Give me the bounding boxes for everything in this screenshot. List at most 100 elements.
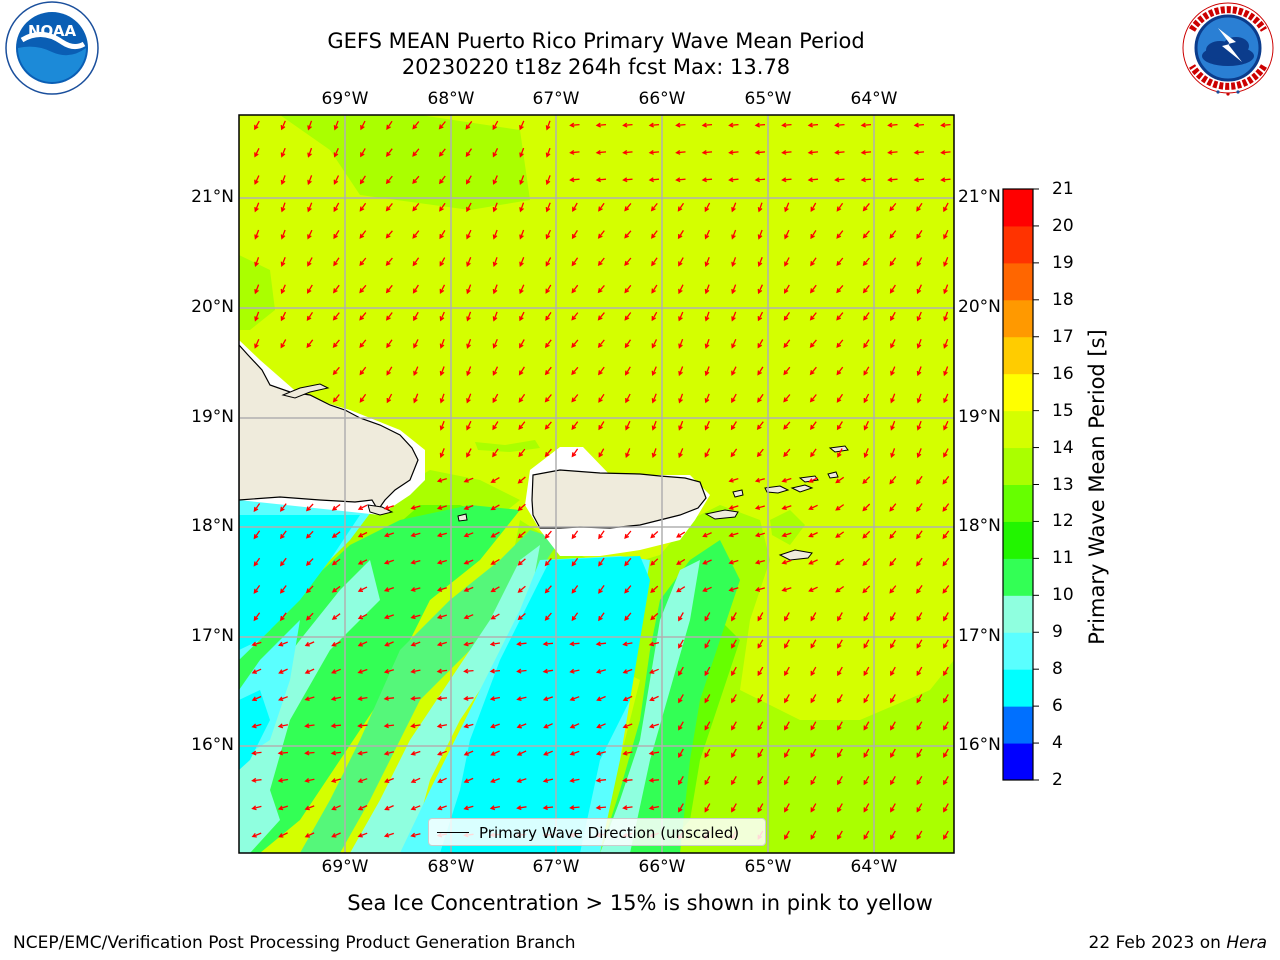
wave-vector-arrow: [863, 393, 870, 404]
wave-vector-arrow: [860, 122, 872, 128]
wave-vector-arrow: [492, 311, 498, 322]
wave-vector-arrow: [359, 202, 367, 212]
wave-vector-arrow: [651, 311, 658, 322]
wave-vector-arrow: [622, 777, 633, 783]
wave-vector-arrow: [597, 284, 605, 294]
noaa-logo-text: NOAA: [28, 22, 77, 40]
wave-vector-arrow: [650, 558, 659, 566]
wave-vector-arrow: [359, 393, 367, 403]
wave-vector-arrow: [809, 312, 817, 321]
wave-vector-arrow: [251, 750, 262, 756]
wave-vector-arrow: [463, 504, 474, 510]
wave-vector-arrow: [863, 775, 870, 786]
wave-vector-arrow: [305, 612, 314, 621]
wave-vector-arrow: [332, 312, 340, 321]
wave-vector-arrow: [622, 177, 633, 183]
lon-label-bottom: 65°W: [744, 857, 792, 877]
legend-line-sample: [437, 832, 469, 833]
wave-vector-arrow: [704, 721, 711, 731]
wave-vector-arrow: [784, 229, 790, 240]
wave-vector-arrow: [492, 229, 498, 240]
wave-vector-arrow: [384, 641, 394, 647]
wave-vector-arrow: [516, 696, 527, 702]
wave-vector-arrow: [545, 312, 552, 321]
wave-vector-arrow: [357, 613, 368, 620]
wave-vector-arrow: [678, 284, 684, 295]
wave-vector-arrow: [863, 639, 870, 649]
wave-vector-arrow: [862, 257, 870, 267]
wave-vector-arrow: [704, 420, 710, 431]
wave-vector-arrow: [438, 175, 446, 185]
wave-vector-arrow: [569, 149, 580, 155]
wave-vector-arrow: [359, 366, 367, 376]
wave-vector-arrow: [731, 284, 737, 295]
wave-vector-arrow: [436, 668, 448, 674]
wave-vector-arrow: [783, 312, 791, 321]
wave-vector-arrow: [410, 614, 421, 620]
wave-vector-arrow: [678, 366, 684, 377]
wave-vector-arrow: [598, 448, 605, 458]
colorbar-tick-label: 10: [1052, 585, 1074, 606]
wave-vector-arrow: [598, 393, 605, 403]
wave-vector-arrow: [810, 257, 817, 267]
wave-vector-arrow: [731, 229, 737, 240]
wave-vector-arrow: [916, 557, 923, 567]
wave-vector-arrow: [704, 257, 710, 267]
lat-label-left: 17°N: [191, 626, 234, 646]
wave-vector-arrow: [889, 585, 897, 594]
wave-vector-arrow: [492, 284, 498, 295]
wave-vector-arrow: [332, 284, 340, 294]
colorbar-tick-label: 11: [1052, 548, 1074, 569]
wave-vector-arrow: [359, 339, 367, 348]
footer-organization: NCEP/EMC/Verification Post Processing Pr…: [13, 933, 576, 953]
wave-vector-arrow: [492, 175, 498, 185]
wave-vector-arrow: [597, 366, 605, 376]
wave-vector-arrow: [890, 393, 896, 404]
wave-vector-arrow: [889, 530, 897, 540]
wave-vector-arrow: [916, 230, 923, 240]
wave-vector-arrow: [359, 230, 367, 239]
wave-vector-arrow: [675, 177, 686, 183]
wave-vector-arrow: [490, 750, 500, 756]
wave-vector-arrow: [783, 339, 791, 349]
colorbar-band: [1003, 484, 1033, 522]
wave-vector-arrow: [808, 477, 818, 483]
wave-vector-arrow: [757, 393, 764, 403]
colorbar-band: [1003, 521, 1033, 559]
wave-vector-arrow: [598, 421, 605, 431]
wave-vector-arrow: [890, 694, 896, 704]
wave-vector-arrow: [383, 723, 395, 729]
wave-vector-arrow: [412, 284, 419, 294]
wave-vector-arrow: [784, 775, 790, 786]
wave-vector-arrow: [490, 586, 500, 593]
wave-vector-arrow: [943, 639, 949, 649]
wave-vector-arrow: [728, 587, 739, 592]
wave-vector-arrow: [571, 312, 579, 321]
wave-vector-arrow: [728, 122, 739, 128]
wave-vector-arrow: [757, 284, 763, 295]
wave-vector-arrow: [410, 587, 421, 592]
wave-vector-arrow: [781, 532, 792, 538]
wave-vector-arrow: [677, 230, 684, 240]
wave-vector-arrow: [784, 202, 790, 213]
wave-vector-arrow: [306, 339, 314, 349]
wave-vector-arrow: [357, 504, 368, 511]
wave-vector-arrow: [569, 777, 580, 783]
wave-vector-arrow: [569, 805, 580, 811]
map-frame: [238, 114, 955, 854]
wave-vector-arrow: [307, 284, 313, 294]
wave-vector-arrow: [810, 639, 817, 649]
wave-vector-arrow: [784, 666, 790, 677]
wave-vector-arrow: [490, 723, 500, 729]
wave-vector-arrow: [333, 257, 340, 267]
wave-vector-arrow: [835, 585, 845, 593]
wave-vector-arrow: [280, 284, 286, 295]
wave-vector-arrow: [890, 612, 896, 622]
wave-vector-arrow: [940, 149, 951, 155]
wave-vector-arrow: [436, 641, 447, 647]
wave-vector-arrow: [518, 366, 525, 376]
wave-vector-arrow: [438, 148, 446, 157]
wave-vector-arrow: [678, 666, 684, 677]
wave-vector-arrow: [490, 558, 500, 565]
wave-vector-arrow: [595, 750, 606, 756]
